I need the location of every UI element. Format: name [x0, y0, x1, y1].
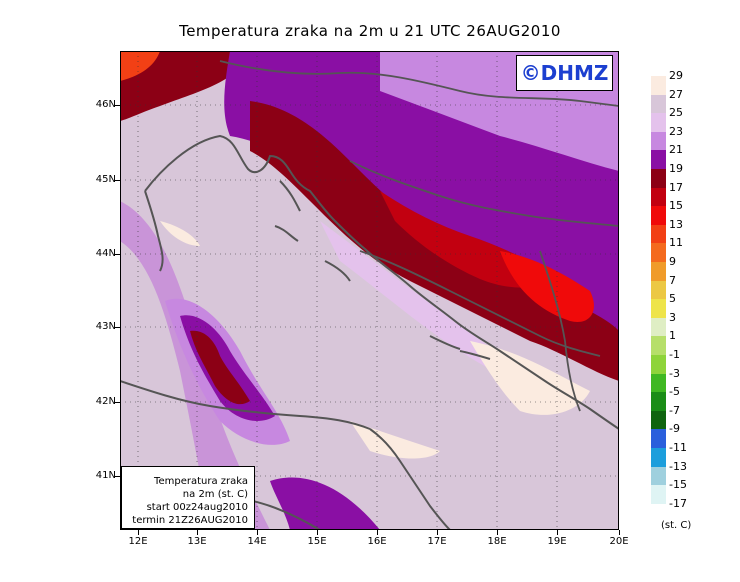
legend-color-swatch	[651, 466, 666, 486]
lon-tick-label: 17E	[427, 536, 447, 547]
lon-tick-label: 20E	[609, 536, 629, 547]
legend-label: 1	[669, 329, 676, 343]
legend-label: 19	[669, 162, 683, 175]
legend-color-swatch	[651, 448, 666, 467]
lon-tick-label: 19E	[547, 536, 567, 547]
lon-tick-mark	[497, 530, 498, 535]
legend-label: 11	[669, 236, 683, 250]
lat-lon-grid	[120, 51, 619, 530]
legend-color-swatch	[651, 317, 666, 337]
lat-tick-label: 44N	[95, 248, 116, 259]
legend-color-swatch	[651, 169, 666, 188]
legend-color-swatch	[651, 429, 666, 448]
map-title: Temperatura zraka na 2m u 21 UTC 26AUG20…	[179, 22, 561, 40]
legend-label: 5	[669, 292, 676, 306]
lat-tick-label: 46N	[95, 99, 116, 110]
lat-tick-mark	[115, 180, 120, 181]
legend-color-swatch	[651, 113, 666, 132]
field-north-adriatic-light	[160, 221, 200, 246]
lat-tick-mark	[115, 476, 120, 477]
legend-color-swatch	[651, 485, 666, 504]
legend-color-swatch	[651, 206, 666, 225]
lon-tick-label: 13E	[187, 536, 207, 547]
info-box: Temperatura zraka na 2m (st. C) start 00…	[121, 466, 255, 529]
temperature-map	[120, 51, 619, 530]
legend-label: -13	[669, 459, 687, 473]
legend-label: 15	[669, 199, 683, 213]
legend-label: 3	[669, 310, 676, 324]
lat-tick-mark	[115, 254, 120, 255]
lon-tick-mark	[257, 530, 258, 535]
field-nw-corner	[120, 51, 250, 121]
lon-tick-mark	[557, 530, 558, 535]
lat-tick-label: 41N	[95, 470, 116, 481]
legend-color-swatch	[651, 410, 666, 430]
legend-label: -9	[669, 422, 680, 436]
lat-tick-mark	[115, 402, 120, 403]
lat-tick-label: 45N	[95, 174, 116, 185]
info-line-start: start 00z24aug2010	[146, 502, 248, 513]
legend-label: -17	[669, 496, 687, 510]
legend-color-swatch	[651, 299, 666, 318]
lon-tick-mark	[437, 530, 438, 535]
legend-label: 27	[669, 87, 683, 101]
legend-label: 13	[669, 217, 683, 231]
legend-label: 25	[669, 106, 683, 120]
legend-color-swatch	[651, 355, 666, 374]
lon-tick-mark	[377, 530, 378, 535]
info-line-termin: termin 21Z26AUG2010	[132, 515, 248, 526]
legend-color-swatch	[651, 187, 666, 207]
legend-color-swatch	[651, 94, 666, 114]
field-italy-hot	[190, 330, 250, 405]
lon-tick-mark	[317, 530, 318, 535]
legend-label: -11	[669, 441, 687, 454]
legend-label: -15	[669, 478, 687, 492]
field-nw-hot	[120, 51, 160, 81]
lat-tick-mark	[115, 105, 120, 106]
lat-tick-label: 42N	[95, 396, 116, 407]
legend-color-swatch	[651, 76, 666, 95]
legend-color-swatch	[651, 373, 666, 393]
legend-unit: (st. C)	[661, 520, 692, 531]
lon-tick-label: 18E	[487, 536, 507, 547]
lon-tick-mark	[619, 530, 620, 535]
legend-label: 9	[669, 255, 676, 268]
borders	[219, 60, 619, 412]
legend-label: 23	[669, 124, 683, 138]
lon-tick-mark	[138, 530, 139, 535]
legend-color-swatch	[651, 392, 666, 411]
legend-label: 21	[669, 143, 683, 157]
lat-tick-label: 43N	[95, 321, 116, 332]
legend-color-swatch	[651, 131, 666, 151]
field-sea-west-inner	[120, 241, 210, 530]
legend-label: -3	[669, 366, 680, 380]
info-line-units: na 2m (st. C)	[182, 489, 248, 500]
info-line-title: Temperatura zraka	[154, 476, 248, 487]
legend-label: -7	[669, 403, 680, 417]
lon-tick-label: 15E	[307, 536, 327, 547]
legend-color-swatch	[651, 262, 666, 281]
legend-color-swatch	[651, 280, 666, 300]
legend-label: 17	[669, 180, 683, 194]
coastline	[120, 135, 619, 530]
legend-label: 7	[669, 273, 676, 287]
legend-color-swatch	[651, 150, 666, 169]
legend-label: -5	[669, 385, 680, 399]
lat-tick-mark	[115, 327, 120, 328]
legend-color-swatch	[651, 243, 666, 262]
field-bosnia-red	[500, 251, 594, 322]
legend-color-swatch	[651, 336, 666, 355]
lon-tick-mark	[197, 530, 198, 535]
field-montenegro-light	[470, 341, 590, 415]
legend-color-swatch	[651, 224, 666, 244]
legend-label: 29	[669, 69, 683, 82]
lon-tick-label: 14E	[247, 536, 267, 547]
lon-tick-label: 12E	[128, 536, 148, 547]
dhmz-logo: ©DHMZ	[516, 55, 613, 91]
legend-label: -1	[669, 348, 680, 361]
lon-tick-label: 16E	[367, 536, 387, 547]
